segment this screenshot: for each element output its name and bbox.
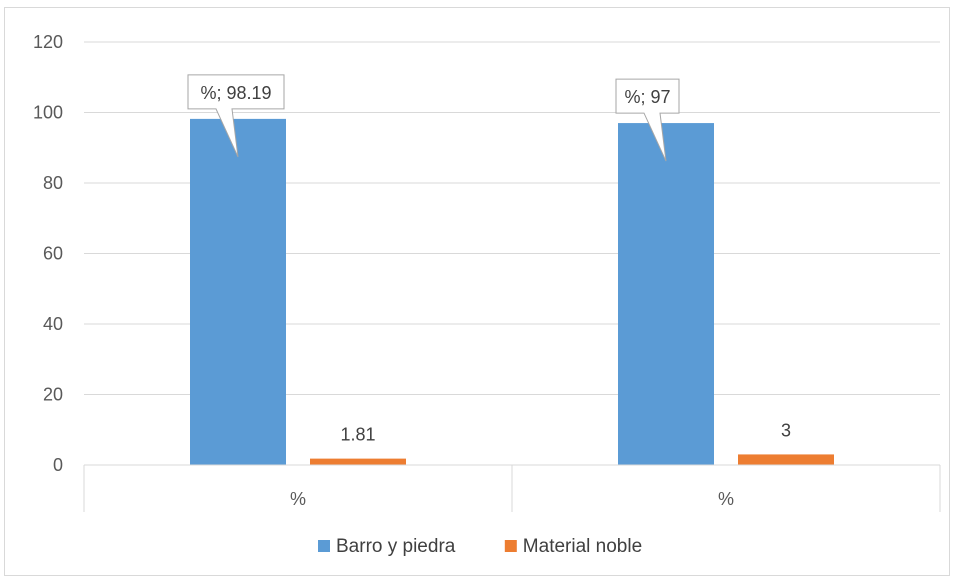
y-tick-label: 100 <box>33 103 63 123</box>
x-axis: %% <box>83 464 941 512</box>
data-label: %; 98.19 <box>200 83 271 103</box>
y-tick-label: 40 <box>43 314 63 334</box>
data-label: 1.81 <box>340 425 375 445</box>
data-label: 3 <box>781 420 791 440</box>
y-tick-label: 80 <box>43 173 63 193</box>
bar <box>618 123 714 465</box>
data-label-callout <box>615 78 680 162</box>
data-labels: %; 98.19 1.81 %; 97 3 <box>187 74 791 445</box>
legend-swatch <box>504 540 517 552</box>
data-label: %; 97 <box>624 87 670 107</box>
bar <box>738 454 834 465</box>
data-label-callout <box>187 74 285 158</box>
bar <box>190 118 286 465</box>
y-tick-label: 60 <box>43 244 63 264</box>
chart-area <box>4 7 950 576</box>
x-category-label: % <box>718 489 734 509</box>
y-tick-label: 20 <box>43 385 63 405</box>
x-category-label: % <box>290 489 306 509</box>
legend-swatch <box>318 540 330 552</box>
legend-label: Barro y piedra <box>336 536 456 557</box>
legend-label: Material noble <box>523 536 642 557</box>
bars <box>190 118 834 465</box>
y-tick-label: 120 <box>33 32 63 52</box>
legend: Barro y piedra Material noble <box>318 536 642 557</box>
bar <box>310 458 406 465</box>
y-axis-ticks: 0 20 40 60 80 100 120 <box>33 32 63 475</box>
y-tick-label: 0 <box>53 455 63 475</box>
